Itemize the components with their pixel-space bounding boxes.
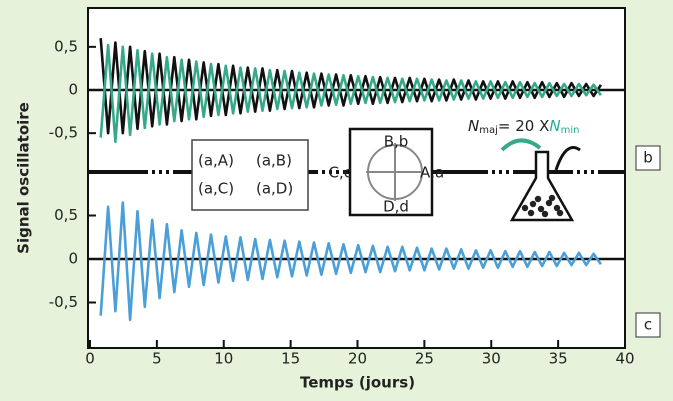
x-tick-label: 15 bbox=[281, 350, 300, 368]
inset-label: B,b bbox=[384, 133, 409, 151]
cell-icon bbox=[529, 200, 537, 208]
cell-icon bbox=[537, 205, 545, 213]
x-tick-label: 5 bbox=[152, 350, 162, 368]
legend-label: (a,B) bbox=[256, 152, 292, 170]
cell-icon bbox=[556, 209, 564, 217]
inset-label: A,a bbox=[420, 164, 444, 182]
x-tick-label: 0 bbox=[85, 350, 95, 368]
cell-icon bbox=[545, 199, 553, 207]
cell-icon bbox=[534, 195, 542, 203]
formula-part: = 20 X bbox=[498, 117, 549, 135]
arrow-icon bbox=[500, 138, 542, 152]
x-tick-label: 40 bbox=[615, 350, 634, 368]
y-tick-label: 0,5 bbox=[54, 206, 78, 224]
legend-label: (a,D) bbox=[256, 180, 293, 198]
panel-label-box bbox=[635, 312, 661, 338]
cell-icon bbox=[548, 194, 556, 202]
arrow-icon bbox=[554, 146, 581, 171]
cell-icon bbox=[521, 204, 529, 212]
inset-label: D,d bbox=[383, 198, 409, 216]
inset-label: C,c bbox=[329, 164, 353, 182]
formula-part: maj bbox=[479, 125, 498, 136]
x-tick-label: 30 bbox=[482, 350, 501, 368]
data-line bbox=[99, 38, 602, 135]
y-tick-label: -0,5 bbox=[49, 293, 78, 311]
formula-part: min bbox=[561, 125, 580, 136]
flask-icon bbox=[509, 150, 575, 222]
x-tick-label: 35 bbox=[549, 350, 568, 368]
legend-label: (a,A) bbox=[198, 152, 234, 170]
formula-part: N bbox=[468, 117, 479, 135]
y-tick-label: 0 bbox=[68, 81, 78, 99]
y-tick-label: -0,5 bbox=[49, 124, 78, 142]
panel-label-box bbox=[635, 145, 661, 171]
cell-icon bbox=[527, 209, 535, 217]
x-tick-label: 20 bbox=[348, 350, 367, 368]
panel-label: b bbox=[643, 149, 653, 167]
data-line bbox=[99, 43, 602, 144]
formula: Nmaj= 20 XNmin bbox=[468, 117, 579, 137]
panel-label: c bbox=[644, 316, 652, 334]
cell-icon bbox=[553, 204, 561, 212]
y-axis-label: Signal oscillatoire bbox=[15, 102, 33, 254]
x-tick-label: 10 bbox=[214, 350, 233, 368]
y-tick-label: 0 bbox=[68, 250, 78, 268]
cell-icon bbox=[541, 210, 549, 218]
x-axis-label: Temps (jours) bbox=[300, 374, 415, 392]
data-line bbox=[99, 201, 602, 322]
legend-box bbox=[191, 139, 309, 211]
legend-label: (a,C) bbox=[198, 180, 234, 198]
x-tick-label: 25 bbox=[415, 350, 434, 368]
formula-part: N bbox=[549, 117, 560, 135]
y-tick-label: 0,5 bbox=[54, 37, 78, 55]
